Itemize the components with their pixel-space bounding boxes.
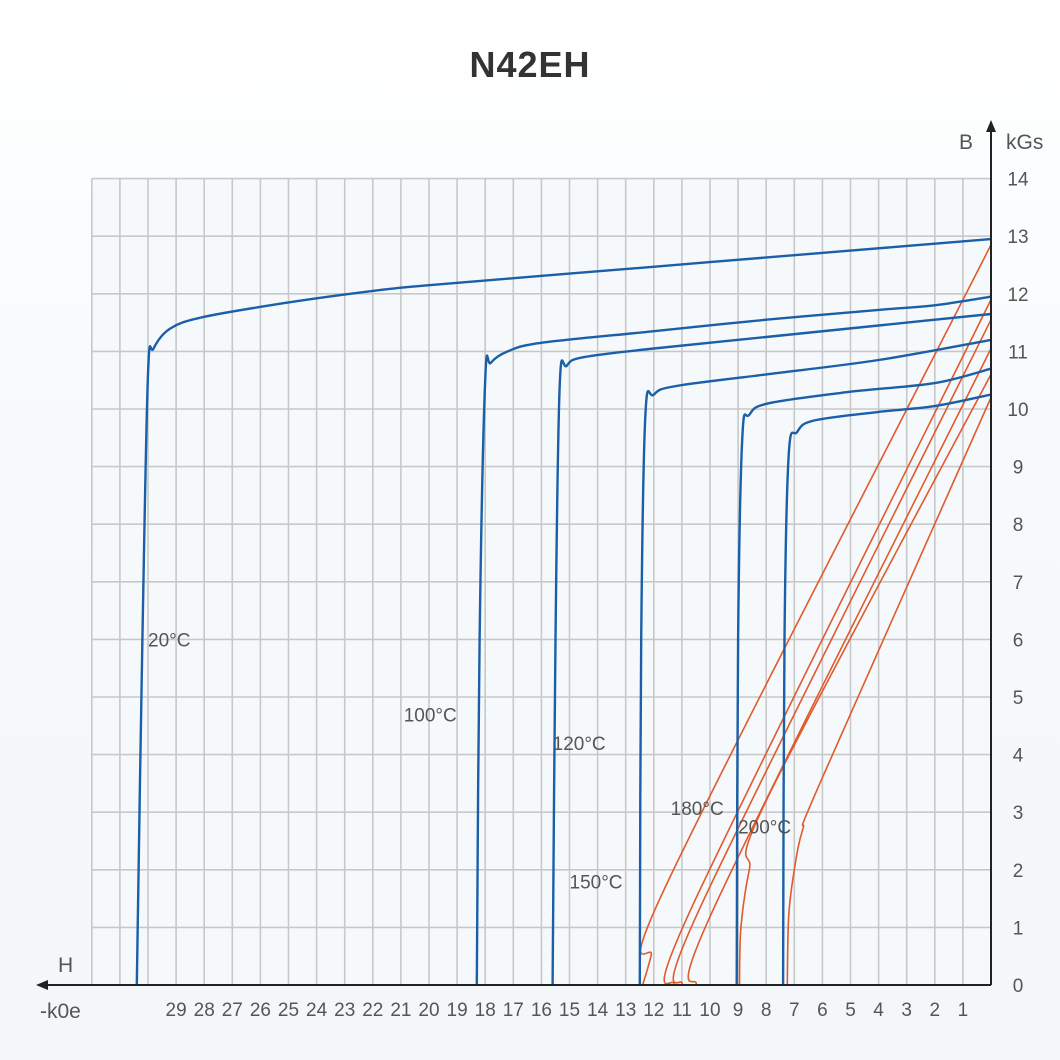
- b-curve-120c: [551, 312, 992, 986]
- x-tick-label: 14: [587, 1000, 609, 1021]
- curve-label: 180°C: [671, 799, 724, 820]
- y-axis-arrow-icon: [986, 120, 996, 132]
- x-tick-label: 19: [447, 1000, 468, 1021]
- x-tick-label: 2: [930, 1000, 941, 1021]
- x-tick-label: 7: [789, 1000, 800, 1021]
- x-tick-label: 18: [475, 1000, 496, 1021]
- x-tick-label: 16: [531, 1000, 552, 1021]
- y-axis-name: B: [959, 131, 973, 154]
- y-tick-label: 0: [1013, 976, 1024, 997]
- curve-label: 200°C: [738, 818, 791, 839]
- x-tick-label: 4: [873, 1000, 884, 1021]
- b-curve-150c: [638, 338, 992, 986]
- y-tick-label: 1: [1013, 918, 1024, 939]
- b-curve-20c: [135, 237, 992, 986]
- j-curve-100c: [663, 299, 992, 986]
- y-tick-label: 8: [1013, 515, 1024, 536]
- j-curve-150c: [687, 348, 992, 986]
- y-tick-label: 12: [1007, 285, 1028, 306]
- x-tick-label: 26: [250, 1000, 271, 1021]
- curve-label: 120°C: [553, 734, 606, 755]
- j-curve-200c: [786, 397, 992, 986]
- x-tick-label: 29: [166, 1000, 187, 1021]
- x-tick-label: 1: [958, 1000, 969, 1021]
- x-axis-unit: -k0e: [40, 1000, 81, 1023]
- x-tick-label: 6: [817, 1000, 828, 1021]
- x-tick-label: 22: [362, 1000, 383, 1021]
- j-curves: [639, 244, 992, 986]
- y-tick-label: 9: [1013, 458, 1024, 479]
- y-tick-label: 2: [1013, 861, 1024, 882]
- x-tick-label: 5: [845, 1000, 856, 1021]
- chart-title: N42EH: [469, 44, 591, 85]
- y-tick-label: 5: [1013, 688, 1024, 709]
- b-curve-180c: [735, 367, 992, 986]
- curve-label: 150°C: [570, 872, 623, 893]
- x-tick-label: 25: [278, 1000, 299, 1021]
- x-tick-label: 23: [334, 1000, 355, 1021]
- y-tick-label: 10: [1007, 400, 1028, 421]
- x-axis-name: H: [58, 954, 73, 977]
- x-tick-label: 11: [672, 1000, 692, 1021]
- y-tick-label: 6: [1013, 630, 1024, 651]
- x-tick-labels: 29 28 27 26 25 24 23 22 21 20 19 18 17 16 15 14 13 12 11 10…: [166, 1000, 969, 1021]
- y-axis-unit: kGs: [1006, 131, 1043, 154]
- y-tick-label: 3: [1013, 803, 1024, 824]
- x-tick-label: 27: [222, 1000, 243, 1021]
- b-curve-100c: [475, 295, 992, 986]
- x-tick-label: 12: [643, 1000, 664, 1021]
- curve-labels: 20°C 100°C 120°C 150°C 180°C 200°C: [148, 630, 791, 893]
- curve-label: 100°C: [404, 705, 457, 726]
- x-tick-label: 15: [559, 1000, 580, 1021]
- j-curve-180c: [738, 374, 992, 986]
- x-tick-label: 24: [306, 1000, 328, 1021]
- x-tick-label: 17: [503, 1000, 524, 1021]
- x-tick-label: 3: [901, 1000, 912, 1021]
- y-tick-label: 4: [1013, 746, 1024, 767]
- grid: [91, 177, 992, 986]
- j-curve-120c: [672, 319, 992, 986]
- curve-label: 20°C: [148, 630, 190, 651]
- b-curve-200c: [781, 393, 992, 986]
- x-tick-label: 13: [615, 1000, 636, 1021]
- x-tick-label: 28: [194, 1000, 215, 1021]
- y-tick-label: 13: [1007, 227, 1028, 248]
- x-tick-label: 10: [699, 1000, 720, 1021]
- y-tick-label: 14: [1007, 170, 1029, 191]
- axes: [36, 120, 996, 990]
- b-curves: [135, 237, 992, 986]
- x-tick-label: 8: [761, 1000, 772, 1021]
- y-tick-label: 7: [1013, 573, 1024, 594]
- x-tick-label: 9: [733, 1000, 744, 1021]
- x-tick-label: 20: [418, 1000, 439, 1021]
- x-axis-arrow-icon: [36, 980, 48, 990]
- x-tick-label: 21: [390, 1000, 411, 1021]
- j-curve-20c: [639, 244, 992, 986]
- y-tick-label: 11: [1008, 342, 1028, 363]
